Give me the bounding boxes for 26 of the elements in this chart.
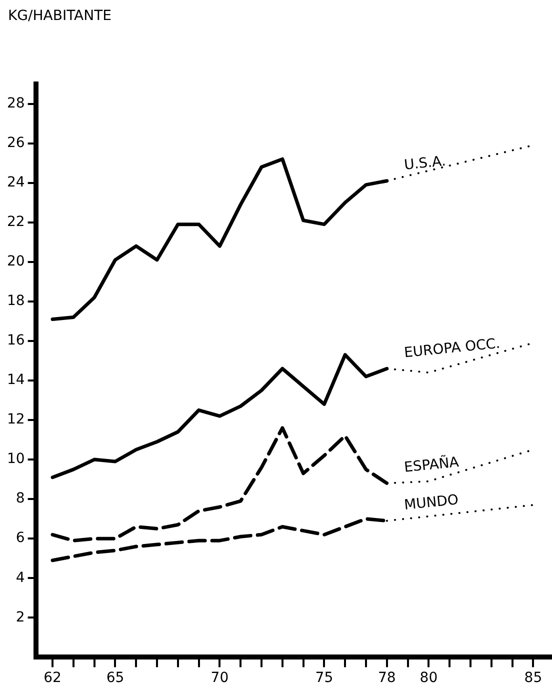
y-tick-label: 2 xyxy=(16,609,25,626)
y-tick-label: 8 xyxy=(16,490,25,507)
text: U.S.A. xyxy=(403,153,447,174)
y-tick-label: 10 xyxy=(6,451,25,468)
x-tick-label: 62 xyxy=(44,670,62,686)
y-tick-label: 26 xyxy=(6,134,25,151)
y-tick-label: 6 xyxy=(16,530,25,546)
y-axis-title: KG/HABITANTE xyxy=(8,8,112,24)
x-tick-label: 85 xyxy=(524,670,542,686)
text: ESPAÑA xyxy=(403,453,460,476)
y-tick-label: 18 xyxy=(6,293,25,310)
x-tick-label: 65 xyxy=(106,670,124,686)
y-tick-label: 4 xyxy=(16,570,25,586)
y-tick-label: 20 xyxy=(6,254,25,270)
y-tick-label: 12 xyxy=(6,412,25,428)
y-tick-label: 14 xyxy=(6,372,25,388)
x-tick-label: 80 xyxy=(420,670,438,686)
y-tick-label: 16 xyxy=(6,332,25,349)
text: MUNDO xyxy=(403,492,460,514)
y-tick-label: 22 xyxy=(6,214,25,230)
y-tick-label: 28 xyxy=(6,95,25,112)
text: EUROPA OCC. xyxy=(403,336,501,362)
x-tick-label: 75 xyxy=(315,670,334,686)
y-tick-label: 24 xyxy=(6,174,25,190)
x-tick-label: 78 xyxy=(378,670,396,686)
x-tick-label: 70 xyxy=(210,670,229,686)
